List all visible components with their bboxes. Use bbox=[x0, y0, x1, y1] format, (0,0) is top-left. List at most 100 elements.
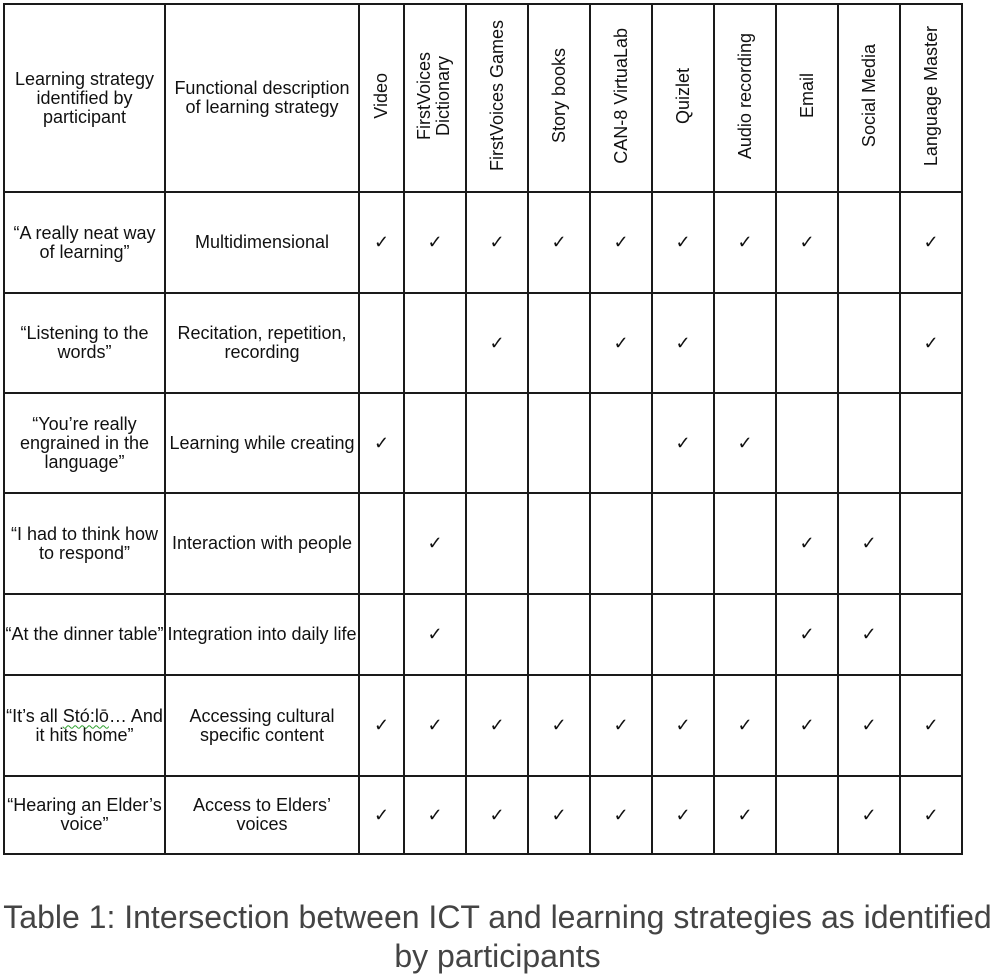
header-tool-social-media: Social Media bbox=[837, 3, 901, 193]
empty-cell bbox=[713, 593, 777, 676]
check-mark-cell: ✓ bbox=[358, 392, 405, 494]
empty-cell bbox=[589, 492, 653, 595]
empty-cell bbox=[527, 392, 591, 494]
check-mark-cell: ✓ bbox=[358, 775, 405, 855]
check-mark-cell: ✓ bbox=[403, 674, 467, 777]
table-row: “It’s all Stó:lō… And it hits home” Acce… bbox=[3, 674, 963, 777]
check-mark-cell: ✓ bbox=[589, 292, 653, 394]
empty-cell bbox=[403, 392, 467, 494]
check-mark-cell: ✓ bbox=[465, 191, 529, 294]
empty-cell bbox=[589, 392, 653, 494]
empty-cell bbox=[527, 292, 591, 394]
check-mark-cell: ✓ bbox=[775, 593, 839, 676]
header-function: Functional description of learning strat… bbox=[164, 3, 360, 193]
strategy-cell: “You’re really engrained in the language… bbox=[3, 392, 166, 494]
check-mark-cell: ✓ bbox=[837, 492, 901, 595]
table-row: “You’re really engrained in the language… bbox=[3, 392, 963, 494]
empty-cell bbox=[651, 492, 715, 595]
check-mark-cell: ✓ bbox=[465, 674, 529, 777]
function-cell: Recitation, repetition, recording bbox=[164, 292, 360, 394]
check-mark-cell: ✓ bbox=[837, 775, 901, 855]
empty-cell bbox=[403, 292, 467, 394]
header-strategy: Learning strategy identified by particip… bbox=[3, 3, 166, 193]
empty-cell bbox=[837, 191, 901, 294]
check-mark-cell: ✓ bbox=[527, 191, 591, 294]
check-mark-cell: ✓ bbox=[403, 492, 467, 595]
check-mark-cell: ✓ bbox=[651, 191, 715, 294]
empty-cell bbox=[589, 593, 653, 676]
function-cell: Accessing cultural specific content bbox=[164, 674, 360, 777]
check-mark-cell: ✓ bbox=[651, 674, 715, 777]
empty-cell bbox=[358, 593, 405, 676]
strategy-cell: “At the dinner table” bbox=[3, 593, 166, 676]
empty-cell bbox=[465, 392, 529, 494]
header-tool-audio-recording: Audio recording bbox=[713, 3, 777, 193]
check-mark-cell: ✓ bbox=[403, 191, 467, 294]
check-mark-cell: ✓ bbox=[713, 775, 777, 855]
table-row: “Listening to the words” Recitation, rep… bbox=[3, 292, 963, 394]
empty-cell bbox=[713, 492, 777, 595]
strategy-text-start: “It’s all bbox=[6, 705, 63, 726]
check-mark-cell: ✓ bbox=[899, 191, 963, 294]
function-cell: Integration into daily life bbox=[164, 593, 360, 676]
check-mark-cell: ✓ bbox=[775, 674, 839, 777]
function-cell: Learning while creating bbox=[164, 392, 360, 494]
check-mark-cell: ✓ bbox=[651, 292, 715, 394]
ict-learning-strategies-table: Learning strategy identified by particip… bbox=[3, 3, 963, 855]
table-row: “At the dinner table” Integration into d… bbox=[3, 593, 963, 676]
check-mark-cell: ✓ bbox=[527, 674, 591, 777]
empty-cell bbox=[527, 492, 591, 595]
spellcheck-word: Stó:lō bbox=[62, 705, 109, 726]
check-mark-cell: ✓ bbox=[589, 191, 653, 294]
check-mark-cell: ✓ bbox=[899, 292, 963, 394]
table-header-row: Learning strategy identified by particip… bbox=[3, 3, 963, 193]
check-mark-cell: ✓ bbox=[713, 392, 777, 494]
empty-cell bbox=[899, 492, 963, 595]
check-mark-cell: ✓ bbox=[527, 775, 591, 855]
check-mark-cell: ✓ bbox=[775, 191, 839, 294]
table-row: “I had to think how to respond” Interact… bbox=[3, 492, 963, 595]
table-row: “Hearing an Elder’s voice” Access to Eld… bbox=[3, 775, 963, 855]
check-mark-cell: ✓ bbox=[899, 674, 963, 777]
function-cell: Interaction with people bbox=[164, 492, 360, 595]
empty-cell bbox=[837, 392, 901, 494]
header-tool-quizlet: Quizlet bbox=[651, 3, 715, 193]
check-mark-cell: ✓ bbox=[899, 775, 963, 855]
check-mark-cell: ✓ bbox=[837, 593, 901, 676]
check-mark-cell: ✓ bbox=[465, 292, 529, 394]
table-caption: Table 1: Intersection between ICT and le… bbox=[3, 899, 992, 974]
check-mark-cell: ✓ bbox=[358, 674, 405, 777]
empty-cell bbox=[465, 593, 529, 676]
check-mark-cell: ✓ bbox=[713, 191, 777, 294]
header-tool-email: Email bbox=[775, 3, 839, 193]
strategy-cell: “A really neat way of learning” bbox=[3, 191, 166, 294]
empty-cell bbox=[651, 593, 715, 676]
empty-cell bbox=[775, 775, 839, 855]
check-mark-cell: ✓ bbox=[651, 775, 715, 855]
empty-cell bbox=[899, 593, 963, 676]
strategy-cell: “Hearing an Elder’s voice” bbox=[3, 775, 166, 855]
strategy-cell: “I had to think how to respond” bbox=[3, 492, 166, 595]
check-mark-cell: ✓ bbox=[713, 674, 777, 777]
header-tool-language-master: Language Master bbox=[899, 3, 963, 193]
header-tool-can8-virtualab: CAN-8 VirtuaLab bbox=[589, 3, 653, 193]
empty-cell bbox=[527, 593, 591, 676]
empty-cell bbox=[713, 292, 777, 394]
check-mark-cell: ✓ bbox=[358, 191, 405, 294]
check-mark-cell: ✓ bbox=[403, 775, 467, 855]
empty-cell bbox=[775, 392, 839, 494]
empty-cell bbox=[775, 292, 839, 394]
function-cell: Multidimensional bbox=[164, 191, 360, 294]
empty-cell bbox=[899, 392, 963, 494]
empty-cell bbox=[465, 492, 529, 595]
check-mark-cell: ✓ bbox=[403, 593, 467, 676]
empty-cell bbox=[837, 292, 901, 394]
header-tool-story-books: Story books bbox=[527, 3, 591, 193]
function-cell: Access to Elders’ voices bbox=[164, 775, 360, 855]
check-mark-cell: ✓ bbox=[837, 674, 901, 777]
strategy-cell: “Listening to the words” bbox=[3, 292, 166, 394]
strategy-cell: “It’s all Stó:lō… And it hits home” bbox=[3, 674, 166, 777]
check-mark-cell: ✓ bbox=[651, 392, 715, 494]
check-mark-cell: ✓ bbox=[589, 674, 653, 777]
empty-cell bbox=[358, 292, 405, 394]
